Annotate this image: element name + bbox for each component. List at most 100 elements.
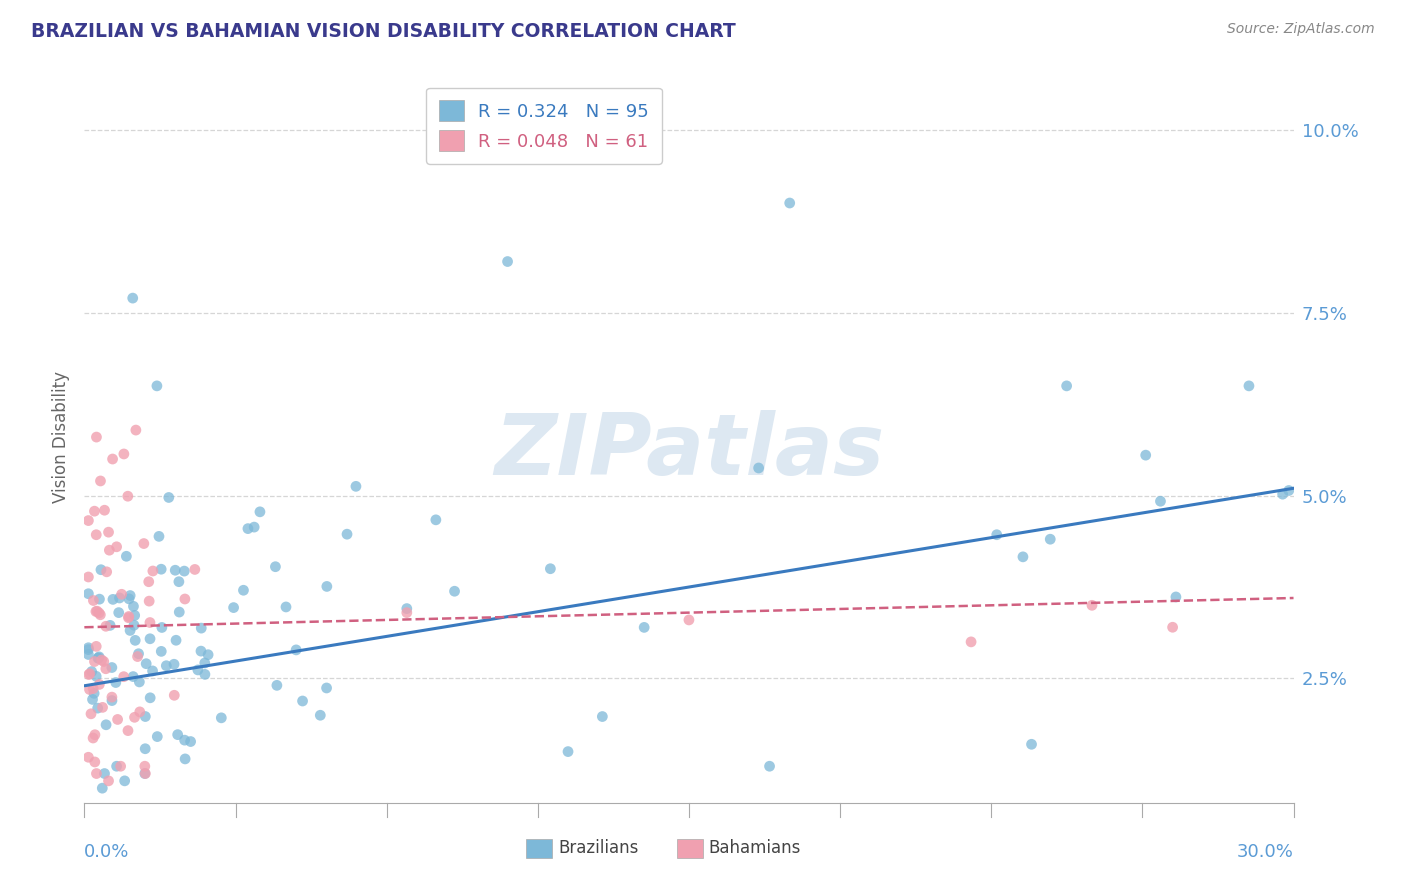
Point bbox=[118, 609, 141, 624]
Point bbox=[79, 682, 101, 697]
Point bbox=[86, 604, 108, 618]
Point bbox=[89, 592, 111, 607]
Point bbox=[98, 618, 121, 632]
Point bbox=[122, 599, 145, 614]
Point bbox=[84, 728, 107, 742]
Point bbox=[124, 633, 146, 648]
Point bbox=[779, 196, 801, 211]
Point bbox=[395, 606, 418, 620]
Point bbox=[84, 669, 107, 683]
Text: BRAZILIAN VS BAHAMIAN VISION DISABILITY CORRELATION CHART: BRAZILIAN VS BAHAMIAN VISION DISABILITY … bbox=[31, 22, 735, 41]
Point bbox=[134, 709, 156, 723]
Point bbox=[633, 620, 655, 634]
Point bbox=[758, 759, 780, 773]
Point bbox=[101, 660, 124, 674]
Point bbox=[79, 666, 101, 681]
Point bbox=[87, 651, 110, 665]
Point bbox=[121, 291, 143, 305]
Point bbox=[101, 592, 124, 607]
Point bbox=[395, 601, 418, 615]
Point bbox=[94, 718, 117, 732]
FancyBboxPatch shape bbox=[526, 839, 553, 858]
FancyBboxPatch shape bbox=[676, 839, 703, 858]
Point bbox=[157, 491, 180, 505]
Point bbox=[82, 593, 104, 607]
Point bbox=[124, 710, 146, 724]
Point bbox=[148, 529, 170, 543]
Text: ZIPatlas: ZIPatlas bbox=[494, 410, 884, 493]
Point bbox=[1149, 494, 1171, 508]
Point bbox=[166, 728, 188, 742]
Point bbox=[93, 766, 115, 780]
Point bbox=[96, 565, 118, 579]
Point bbox=[139, 632, 162, 646]
Point bbox=[1237, 379, 1260, 393]
Point bbox=[315, 681, 337, 695]
Point bbox=[114, 773, 136, 788]
Point bbox=[90, 563, 112, 577]
Point bbox=[111, 587, 134, 601]
Point bbox=[309, 708, 332, 723]
Point bbox=[77, 587, 100, 601]
Point bbox=[174, 752, 197, 766]
Point bbox=[105, 540, 128, 554]
Point bbox=[135, 657, 157, 671]
Point bbox=[266, 678, 288, 692]
Point bbox=[128, 705, 150, 719]
Point bbox=[112, 447, 135, 461]
Point bbox=[122, 618, 145, 632]
Point bbox=[180, 734, 202, 748]
Point bbox=[87, 649, 110, 664]
Text: Bahamians: Bahamians bbox=[709, 839, 800, 857]
Point bbox=[91, 781, 114, 796]
Point bbox=[285, 643, 308, 657]
Text: Brazilians: Brazilians bbox=[558, 839, 638, 857]
Point bbox=[1135, 448, 1157, 462]
Point bbox=[443, 584, 465, 599]
Text: Source: ZipAtlas.com: Source: ZipAtlas.com bbox=[1227, 22, 1375, 37]
Point bbox=[169, 605, 191, 619]
Point bbox=[83, 504, 105, 518]
Point bbox=[98, 543, 121, 558]
Point bbox=[87, 606, 110, 620]
Point bbox=[101, 693, 124, 707]
Point bbox=[134, 759, 156, 773]
Point bbox=[425, 513, 447, 527]
Point bbox=[82, 692, 104, 706]
Point bbox=[174, 592, 197, 607]
Point bbox=[110, 759, 132, 773]
Text: 0.0%: 0.0% bbox=[84, 843, 129, 861]
Point bbox=[139, 690, 162, 705]
Point bbox=[142, 664, 165, 678]
Point bbox=[190, 644, 212, 658]
Point bbox=[77, 667, 100, 681]
Point bbox=[336, 527, 359, 541]
Point bbox=[1278, 483, 1301, 498]
Point bbox=[146, 379, 169, 393]
Point bbox=[138, 574, 160, 589]
Point bbox=[104, 675, 127, 690]
Point bbox=[1056, 379, 1078, 393]
Point bbox=[91, 700, 114, 714]
Point bbox=[82, 731, 104, 745]
Point bbox=[184, 562, 207, 576]
Point bbox=[748, 461, 770, 475]
Point bbox=[274, 599, 297, 614]
Point bbox=[87, 651, 110, 665]
Point bbox=[115, 549, 138, 564]
Point bbox=[112, 670, 135, 684]
Point bbox=[538, 562, 561, 576]
Point bbox=[165, 633, 187, 648]
Point bbox=[243, 520, 266, 534]
Point bbox=[134, 741, 156, 756]
Point bbox=[150, 562, 173, 576]
Point bbox=[86, 430, 108, 444]
Point bbox=[1081, 599, 1104, 613]
Point bbox=[124, 608, 146, 623]
Point bbox=[187, 663, 209, 677]
Point bbox=[94, 619, 117, 633]
Point bbox=[150, 620, 173, 634]
Point bbox=[165, 563, 187, 577]
Point bbox=[222, 600, 245, 615]
Point bbox=[167, 574, 190, 589]
